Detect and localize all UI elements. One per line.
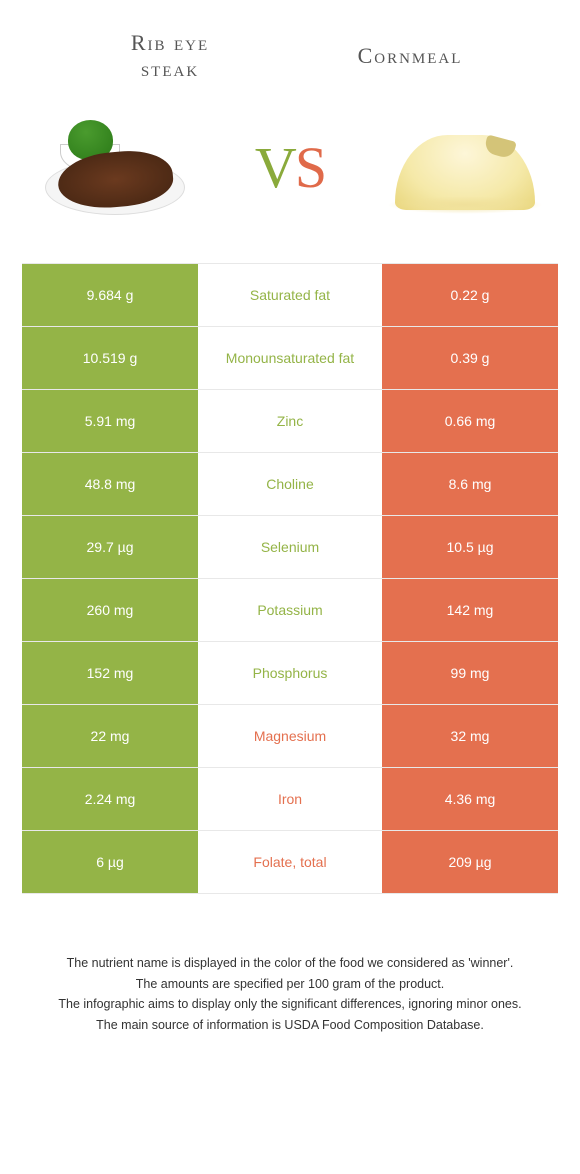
vs-badge: VS: [255, 134, 325, 201]
left-value-cell: 29.7 µg: [22, 516, 198, 578]
table-row: 22 mgMagnesium32 mg: [22, 705, 558, 768]
right-value-cell: 0.39 g: [382, 327, 558, 389]
nutrient-table: 9.684 gSaturated fat0.22 g10.519 gMonoun…: [22, 263, 558, 894]
left-value-cell: 260 mg: [22, 579, 198, 641]
left-value-cell: 152 mg: [22, 642, 198, 704]
right-value-cell: 0.22 g: [382, 264, 558, 326]
table-row: 10.519 gMonounsaturated fat0.39 g: [22, 327, 558, 390]
table-row: 152 mgPhosphorus99 mg: [22, 642, 558, 705]
right-food-title: Cornmeal: [290, 43, 530, 69]
nutrient-label-cell: Magnesium: [198, 705, 382, 767]
right-value-cell: 8.6 mg: [382, 453, 558, 515]
left-value-cell: 5.91 mg: [22, 390, 198, 452]
right-food-image: [380, 113, 550, 223]
cornmeal-illustration: [385, 118, 545, 218]
header: Rib eye steak Cornmeal: [0, 0, 580, 93]
left-food-image: [30, 113, 200, 223]
footer-line-1: The nutrient name is displayed in the co…: [40, 954, 540, 973]
footer-line-2: The amounts are specified per 100 gram o…: [40, 975, 540, 994]
table-row: 29.7 µgSelenium10.5 µg: [22, 516, 558, 579]
table-row: 5.91 mgZinc0.66 mg: [22, 390, 558, 453]
left-value-cell: 6 µg: [22, 831, 198, 893]
table-row: 6 µgFolate, total209 µg: [22, 831, 558, 894]
right-title: Cornmeal: [358, 43, 463, 68]
table-row: 48.8 mgCholine8.6 mg: [22, 453, 558, 516]
right-value-cell: 32 mg: [382, 705, 558, 767]
nutrient-label-cell: Zinc: [198, 390, 382, 452]
right-value-cell: 4.36 mg: [382, 768, 558, 830]
table-row: 9.684 gSaturated fat0.22 g: [22, 264, 558, 327]
footer-line-4: The main source of information is USDA F…: [40, 1016, 540, 1035]
vs-letter-v: V: [255, 135, 295, 200]
nutrient-label-cell: Iron: [198, 768, 382, 830]
right-value-cell: 0.66 mg: [382, 390, 558, 452]
left-value-cell: 9.684 g: [22, 264, 198, 326]
nutrient-label-cell: Selenium: [198, 516, 382, 578]
right-value-cell: 209 µg: [382, 831, 558, 893]
left-food-title: Rib eye steak: [50, 30, 290, 83]
left-value-cell: 48.8 mg: [22, 453, 198, 515]
images-row: VS: [0, 93, 580, 263]
left-title-line2: steak: [141, 56, 199, 81]
vs-letter-s: S: [295, 135, 325, 200]
right-value-cell: 99 mg: [382, 642, 558, 704]
nutrient-label-cell: Potassium: [198, 579, 382, 641]
right-value-cell: 10.5 µg: [382, 516, 558, 578]
nutrient-label-cell: Choline: [198, 453, 382, 515]
table-row: 2.24 mgIron4.36 mg: [22, 768, 558, 831]
footer-line-3: The infographic aims to display only the…: [40, 995, 540, 1014]
nutrient-label-cell: Folate, total: [198, 831, 382, 893]
nutrient-label-cell: Monounsaturated fat: [198, 327, 382, 389]
left-value-cell: 22 mg: [22, 705, 198, 767]
left-value-cell: 10.519 g: [22, 327, 198, 389]
nutrient-label-cell: Phosphorus: [198, 642, 382, 704]
steak-illustration: [40, 120, 190, 215]
right-value-cell: 142 mg: [382, 579, 558, 641]
left-title-line1: Rib eye: [131, 30, 209, 55]
footer-notes: The nutrient name is displayed in the co…: [40, 954, 540, 1035]
table-row: 260 mgPotassium142 mg: [22, 579, 558, 642]
left-value-cell: 2.24 mg: [22, 768, 198, 830]
nutrient-label-cell: Saturated fat: [198, 264, 382, 326]
